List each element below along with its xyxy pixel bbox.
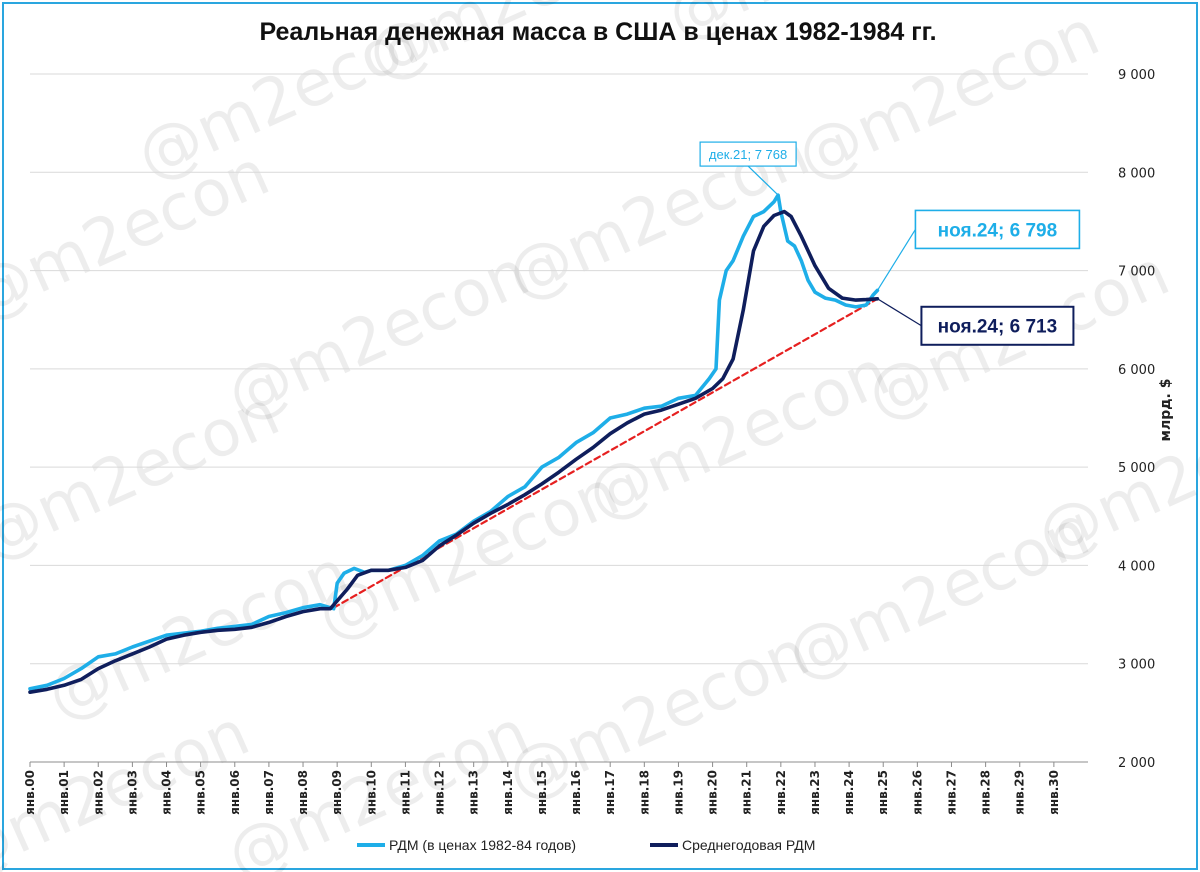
- watermark-text: @m2econ: [36, 536, 360, 734]
- data-label: ноя.24; 6 798: [938, 220, 1057, 241]
- x-tick-label: янв.09: [330, 770, 344, 815]
- data-label-group: дек.21; 7 768: [699, 141, 797, 196]
- x-tick-label: янв.06: [228, 770, 242, 815]
- data-label: ноя.24; 6 713: [938, 317, 1057, 338]
- data-label-leader: [877, 298, 922, 327]
- x-tick-label: янв.01: [57, 770, 71, 815]
- watermark-text: @m2econ: [216, 236, 540, 434]
- x-tick-label: янв.04: [160, 770, 174, 815]
- data-label-box: [699, 141, 797, 167]
- y-tick-label: 8 000: [1118, 166, 1155, 181]
- x-tick-label: янв.07: [262, 770, 276, 815]
- y-tick-label: 5 000: [1118, 461, 1155, 476]
- watermark-text: @m2econ: [0, 136, 280, 334]
- data-label-group: ноя.24; 6 798: [876, 209, 1081, 291]
- x-tick-label: янв.17: [603, 770, 617, 815]
- watermark-text: @m2econ: [306, 456, 630, 654]
- x-tick-label: янв.14: [501, 770, 515, 815]
- data-label-group: ноя.24; 6 713: [877, 298, 1075, 346]
- x-tick-label: янв.19: [671, 770, 685, 815]
- x-tick-label: янв.03: [125, 770, 139, 815]
- legend: РДМ (в ценах 1982-84 годов) Среднегодовая…: [357, 837, 815, 853]
- data-label: дек.21; 7 768: [709, 147, 787, 162]
- x-tick-label: янв.15: [535, 770, 549, 815]
- x-tick-label: янв.23: [808, 770, 822, 815]
- legend-label: РДМ (в ценах 1982-84 годов): [389, 837, 576, 853]
- x-tick-label: янв.22: [774, 770, 788, 815]
- x-tick-label: янв.02: [91, 770, 105, 815]
- x-tick-label: янв.29: [1013, 770, 1027, 815]
- x-tick-label: янв.20: [706, 770, 720, 815]
- data-label-leader: [747, 165, 779, 196]
- data-label-box: [914, 209, 1081, 250]
- legend-label: Среднегодовая РДМ: [682, 837, 815, 853]
- series-line-rdm: [28, 193, 880, 691]
- x-tick-label: янв.27: [944, 770, 958, 815]
- x-tick-label: янв.30: [1047, 770, 1061, 815]
- x-tick-label: янв.12: [433, 770, 447, 815]
- x-tick-label: янв.05: [194, 770, 208, 815]
- y-axis-label: млрд. $: [1158, 379, 1174, 442]
- x-tick-label: янв.13: [467, 770, 481, 815]
- x-tick-label: янв.08: [296, 770, 310, 815]
- y-tick-label: 9 000: [1118, 68, 1155, 83]
- series-line-average: [28, 209, 880, 695]
- x-tick-label: янв.28: [979, 770, 993, 815]
- y-tick-label: 7 000: [1118, 265, 1155, 280]
- x-tick-label: янв.16: [569, 770, 583, 815]
- y-tick-label: 3 000: [1118, 658, 1155, 673]
- data-label-leader: [876, 229, 916, 291]
- y-tick-label: 4 000: [1118, 559, 1155, 574]
- x-tick-label: янв.24: [842, 770, 856, 815]
- watermark-text: @m2econ: [656, 0, 980, 55]
- x-tick-label: янв.26: [910, 770, 924, 815]
- watermark-text: @m2econ: [576, 336, 900, 534]
- y-tick-label: 6 000: [1118, 363, 1155, 378]
- y-tick-label: 2 000: [1118, 756, 1155, 771]
- x-tick-label: янв.00: [23, 770, 37, 815]
- x-tick-label: янв.18: [637, 770, 651, 815]
- x-tick-label: янв.11: [398, 770, 412, 815]
- x-tick-label: янв.10: [364, 770, 378, 815]
- watermark-text: @m2econ: [786, 0, 1110, 195]
- watermark-text: @m2econ: [356, 0, 680, 95]
- chart-title: Реальная денежная масса в США в ценах 19…: [259, 18, 937, 46]
- data-label-box: [920, 305, 1075, 346]
- x-tick-label: янв.25: [876, 770, 890, 815]
- x-tick-label: янв.21: [740, 770, 754, 815]
